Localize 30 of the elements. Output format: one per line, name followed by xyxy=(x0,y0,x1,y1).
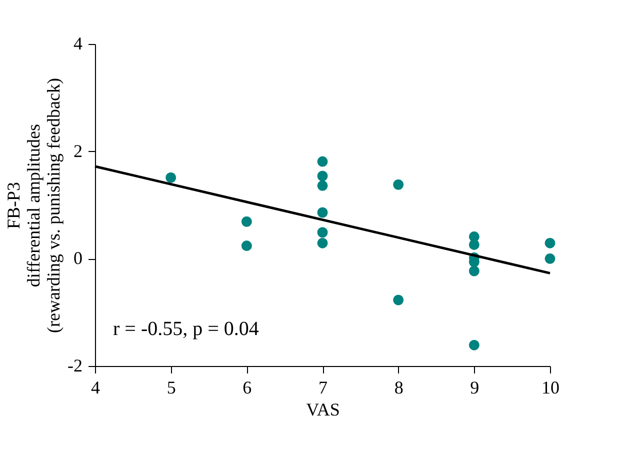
x-tick-label: 4 xyxy=(91,378,100,398)
point xyxy=(393,294,404,306)
point xyxy=(393,179,404,190)
point xyxy=(317,180,328,191)
x-tick-label: 9 xyxy=(470,378,480,398)
x-tick-label: 7 xyxy=(318,378,328,398)
point xyxy=(544,238,556,248)
point xyxy=(317,156,328,167)
point xyxy=(468,340,480,350)
x-tick-label: 5 xyxy=(166,378,176,398)
point xyxy=(468,239,480,250)
x-tick-label: 8 xyxy=(394,378,404,398)
point xyxy=(317,207,328,218)
y-tick-label: -2 xyxy=(68,356,82,376)
y-tick-label: 0 xyxy=(74,248,82,268)
y-tick-label: 2 xyxy=(74,140,82,161)
annotation: r = -0.55, p = 0.04 xyxy=(113,318,259,340)
point xyxy=(317,227,328,238)
point xyxy=(241,240,252,252)
point xyxy=(317,238,328,248)
point xyxy=(241,216,252,227)
point xyxy=(166,172,176,183)
point xyxy=(544,253,556,264)
x-tick-label: 6 xyxy=(242,378,252,398)
x-axis-title: VAS xyxy=(306,400,340,420)
x-tick-label: 10 xyxy=(542,378,560,398)
point xyxy=(468,266,480,276)
y-tick-label: 4 xyxy=(74,34,82,54)
y-axis-title: FB-P3 differential amplitudes (rewarding vs. punishing feedback) xyxy=(4,78,64,333)
point xyxy=(317,170,328,182)
